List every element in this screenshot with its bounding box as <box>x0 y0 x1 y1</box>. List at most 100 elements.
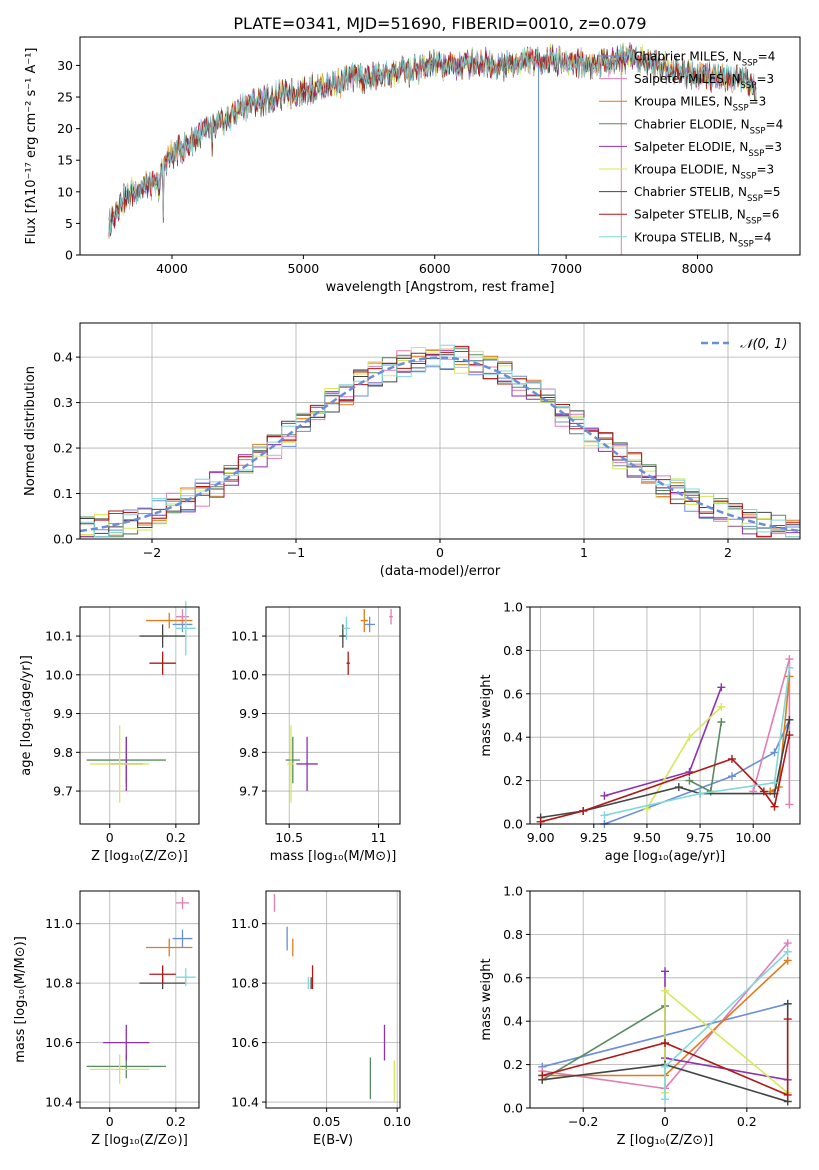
y-tick-label: 9.9 <box>53 706 73 721</box>
x-axis-label: (data-model)/error <box>380 564 501 579</box>
x-tick-label: 8000 <box>682 261 714 276</box>
figure-title: PLATE=0341, MJD=51690, FIBERID=0010, z=0… <box>233 14 646 33</box>
weight-line-salpeter_elodie <box>664 971 788 1081</box>
y-tick-label: 0.4 <box>53 350 73 365</box>
plot-area <box>86 601 196 803</box>
panel-mass-vs-ebv: 0.05 0.10 10.4 10.6 10.8 11.0 E(B-V) <box>231 890 411 1148</box>
legend-label: 𝒩(0, 1) <box>740 337 787 352</box>
x-tick-label: 0 <box>106 830 114 845</box>
plot-area <box>536 655 794 828</box>
x-axis-label: Z [log₁₀(Z/Z⊙)] <box>91 849 188 864</box>
legend-label: Kroupa MILES, NSSP=3 <box>634 95 766 114</box>
y-tick-label: 5 <box>65 216 73 231</box>
x-tick-label: 10.00 <box>735 830 771 845</box>
y-axis-label: mass weight <box>479 958 494 1040</box>
y-tick-label: 10.1 <box>231 629 259 644</box>
y-tick-label: 25 <box>57 90 73 105</box>
y-axis-label: Flux [fλ10⁻¹⁷ erg cm⁻² s⁻¹ A⁻¹] <box>24 48 39 245</box>
legend-label: Salpeter ELODIE, NSSP=3 <box>634 140 782 159</box>
legend-label: Salpeter STELIB, NSSP=6 <box>634 208 779 227</box>
x-tick-label: 1 <box>580 545 588 560</box>
errorbars <box>86 896 196 1085</box>
y-tick-label: 0.6 <box>503 970 523 985</box>
weight-marker-salpeter_stelib <box>783 1090 792 1099</box>
weight-marker-chabrier_stelib <box>783 999 792 1008</box>
y-tick-label: 0.8 <box>503 643 523 658</box>
weight-marker-salpeter_stelib <box>727 754 736 763</box>
x-tick-label: 0 <box>436 545 444 560</box>
y-tick-label: 9.8 <box>53 745 73 760</box>
weight-marker-salpeter_stelib <box>770 802 779 811</box>
x-axis-label: mass [log₁₀(M/M⊙)] <box>270 849 397 864</box>
x-tick-label: 10.5 <box>275 830 303 845</box>
panel-residuals: −2 −1 0 1 2 0.0 0.1 0.2 0.3 0.4 (data-model)/error… <box>23 322 801 579</box>
y-tick-label: 9.8 <box>239 745 259 760</box>
y-tick-label: 1.0 <box>503 600 523 615</box>
y-tick-label: 11.0 <box>231 916 259 931</box>
spectrum-lines <box>108 42 757 255</box>
x-tick-label: −2 <box>143 545 161 560</box>
weight-line-chabrier_stelib <box>540 719 791 819</box>
y-tick-label: 9.7 <box>53 784 73 799</box>
weight-marker-kroupa_stelib <box>600 811 609 820</box>
y-tick-label: 0.0 <box>503 817 523 832</box>
panel-age-vs-Z: 0 0.2 9.7 9.8 9.9 10.0 10.1 Z [log₁₀(Z/Z⊙)] age … <box>19 601 200 864</box>
weight-marker-kroupa_miles <box>783 956 792 965</box>
x-tick-label: 0.05 <box>313 1114 341 1129</box>
weight-line-salpeter_stelib <box>542 1019 789 1097</box>
y-tick-label: 0.4 <box>503 1014 523 1029</box>
legend-label: Chabrier STELIB, NSSP=5 <box>634 185 781 204</box>
x-axis-label: Z [log₁₀(Z/Z⊙)] <box>91 1133 188 1148</box>
weight-marker-chabrier_miles <box>727 772 736 781</box>
y-tick-label: 0.2 <box>53 441 73 456</box>
weight-marker-salpeter_stelib <box>538 1071 547 1080</box>
y-tick-label: 0.1 <box>53 486 73 501</box>
legend-label: Chabrier ELODIE, NSSP=4 <box>634 117 783 136</box>
y-axis-label: age [log₁₀(age/yr)] <box>19 655 34 776</box>
x-axis-label: Z [log₁₀(Z/Z⊙)] <box>617 1133 714 1148</box>
y-tick-label: 10.6 <box>231 1035 259 1050</box>
legend-label: Salpeter MILES, NSSP=3 <box>634 72 774 91</box>
weight-marker-salpeter_stelib <box>783 1015 792 1024</box>
weight-marker-chabrier_stelib <box>674 783 683 792</box>
y-tick-label: 10.6 <box>45 1035 73 1050</box>
x-axis-label: age [log₁₀(age/yr)] <box>605 849 726 864</box>
plot-area <box>285 608 393 803</box>
y-tick-label: 10.4 <box>231 1095 259 1110</box>
weight-marker-kroupa_elodie <box>685 733 694 742</box>
legend-label: Kroupa STELIB, NSSP=4 <box>634 230 772 249</box>
weight-lines <box>536 655 794 828</box>
x-tick-label: 0.2 <box>166 1114 186 1129</box>
axes-frame <box>529 606 801 825</box>
y-tick-label: 0.3 <box>53 395 73 410</box>
weight-line-salpeter_stelib <box>540 734 791 823</box>
x-tick-label: −0.2 <box>568 1114 598 1129</box>
normal-reference-curve <box>79 356 801 533</box>
weight-marker-salpeter_stelib <box>579 806 588 815</box>
weight-marker-salpeter_miles <box>783 939 792 948</box>
weight-marker-salpeter_stelib <box>785 731 794 740</box>
y-tick-label: 0.2 <box>503 773 523 788</box>
weight-marker-kroupa_stelib <box>785 663 794 672</box>
y-tick-label: 9.9 <box>239 706 259 721</box>
weight-marker-chabrier_elodie <box>685 776 694 785</box>
x-tick-label: 9.75 <box>686 830 714 845</box>
x-tick-label: 0 <box>661 1114 669 1129</box>
y-tick-label: 0.0 <box>53 532 73 547</box>
weight-line-chabrier_elodie <box>541 1004 666 1081</box>
panel-mass-weight-vs-age: 9.00 9.25 9.50 9.75 10.00 0.0 0.2 0.4 0.6 0.8 1.0 a… <box>479 600 801 864</box>
legend-label: Kroupa ELODIE, NSSP=3 <box>634 163 774 182</box>
errorbars <box>273 893 396 1103</box>
x-tick-label: 4000 <box>156 261 188 276</box>
panel-spectrum: 4000 5000 6000 7000 8000 0 5 10 15 20 25 30 waveleng… <box>24 36 801 295</box>
weight-line-kroupa_stelib <box>604 667 791 817</box>
weight-marker-kroupa_stelib <box>783 947 792 956</box>
y-tick-label: 1.0 <box>503 884 523 899</box>
y-tick-label: 10.0 <box>231 667 259 682</box>
weight-marker-chabrier_miles <box>770 748 779 757</box>
histograms <box>79 344 801 538</box>
plot-area <box>86 896 196 1085</box>
y-tick-label: 10.8 <box>231 976 259 991</box>
weight-marker-kroupa_stelib <box>770 778 779 787</box>
x-axis-label: E(B-V) <box>313 1133 353 1148</box>
